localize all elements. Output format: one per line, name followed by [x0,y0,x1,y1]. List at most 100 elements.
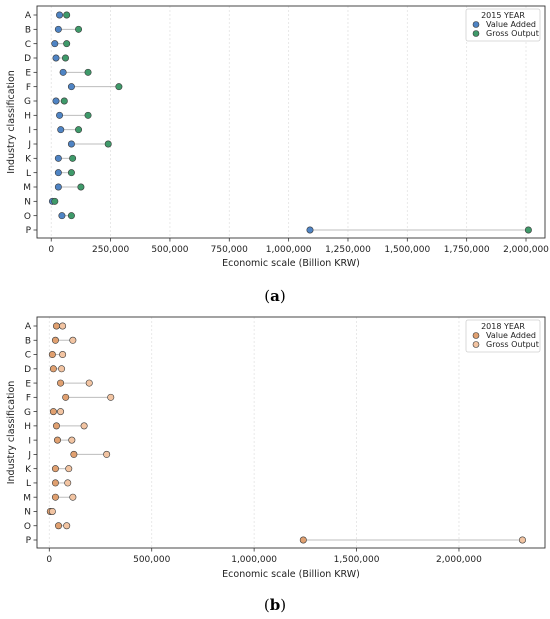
data-point [62,393,70,401]
y-tick-label: J [27,451,31,461]
data-point [48,351,56,359]
y-tick-label: G [24,97,31,107]
data-point [77,183,85,191]
y-tick-label: E [25,379,31,389]
data-point [63,11,71,19]
data-point [69,154,77,162]
data-point [58,365,66,373]
y-tick-label: G [24,408,31,418]
data-point [68,436,76,444]
y-tick-label: O [24,522,31,532]
data-point [59,351,67,359]
data-point [524,226,532,234]
legend-marker [472,30,480,37]
y-tick-label: O [24,212,31,222]
data-point [59,68,67,76]
data-point [84,111,92,119]
y-tick-label: I [28,436,31,446]
data-point [52,422,60,430]
data-point [54,25,62,33]
data-point [65,465,73,473]
x-tick-label: 2,000,000 [436,555,482,565]
x-tick-label: 0 [48,245,54,255]
data-point [67,140,75,148]
y-tick-label: A [25,11,32,21]
legend-box [465,319,541,353]
data-point [104,140,112,148]
data-point [80,422,88,430]
chart-panel-a: 0 250,000 500,000 750,000 1,000,000 1,250,000… [6,5,549,305]
data-point [57,379,65,387]
y-tick-label: M [23,493,31,503]
data-point [63,40,71,48]
y-tick-label: I [28,126,31,136]
y-tick-label: B [25,336,31,346]
plot-frame [36,316,546,549]
data-point [518,536,526,544]
legend-marker [472,21,480,28]
x-tick-label: 750,000 [211,245,248,255]
y-tick-label: C [25,351,31,361]
y-tick-label: H [24,422,31,432]
data-point [55,522,63,530]
data-point [84,68,92,76]
y-tick-label: N [24,198,31,208]
data-point [52,322,60,330]
data-point [54,154,62,162]
caption-paren: ( [264,287,270,305]
chart-panel-b: 0 500,000 1,000,000 1,500,000 2,000,000ABCDE… [6,316,546,614]
data-point [60,97,68,105]
x-tick-label: 2,000,000 [503,245,549,255]
data-point [299,536,307,544]
data-point [56,11,64,19]
connectors [52,14,529,231]
data-point [52,97,60,105]
data-point [67,83,75,91]
data-point [51,493,59,501]
caption-paren: ( [264,596,270,614]
y-tick-label: A [25,322,32,332]
series-gross-output [51,11,532,234]
legend-entry: Value Added [486,20,536,29]
data-point [107,393,115,401]
y-tick-label: F [26,83,31,93]
x-tick-label: 500,000 [133,555,170,565]
series-gross-output [48,322,526,544]
data-point [75,126,83,134]
x-axis-title: Economic scale (Billion KRW) [222,258,360,269]
y-tick-label: D [24,365,31,375]
data-point [61,54,69,62]
y-tick-label: L [26,169,31,179]
data-point [64,479,72,487]
data-point [57,408,65,416]
x-tick-label: 1,500,000 [384,245,430,255]
caption-paren: ) [280,287,286,305]
legend-marker [472,341,480,348]
data-point [54,169,62,177]
data-point [69,336,77,344]
data-point [75,25,83,33]
x-tick-label: 0 [46,555,52,565]
y-axis-title: Industry classification [6,70,17,174]
data-point [115,83,123,91]
data-point [69,493,77,501]
legend-title: 2018 YEAR [481,322,525,331]
x-tick-label: 1,250,000 [325,245,371,255]
caption-label: b [270,596,281,614]
y-tick-label: H [24,112,31,122]
data-point [52,54,60,62]
x-tick-label: 250,000 [92,245,129,255]
data-point [51,197,59,205]
y-tick-label: P [26,226,32,236]
y-tick-label: B [25,26,31,36]
panel-caption: (b) [264,596,286,614]
y-tick-label: C [25,40,31,50]
data-point [59,322,67,330]
x-grid [48,317,460,548]
data-point [67,169,75,177]
data-point [54,183,62,191]
